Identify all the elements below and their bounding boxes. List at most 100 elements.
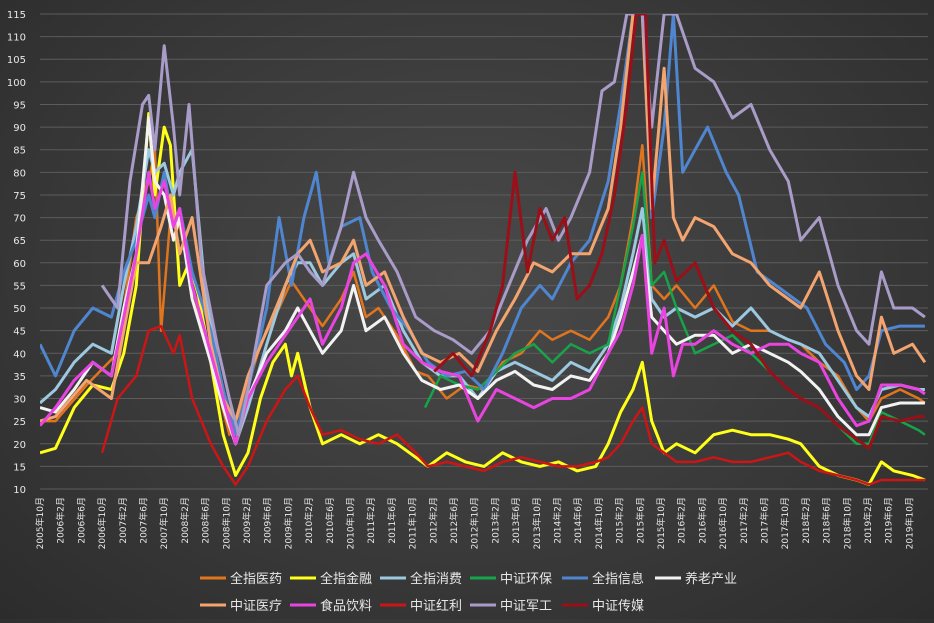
x-tick-label: 2018年6月 <box>821 497 833 544</box>
legend-item: 全指消费 <box>380 571 462 587</box>
x-tick-label: 2015年2月 <box>614 497 626 544</box>
legend-item: 食品饮料 <box>290 598 372 614</box>
legend-label: 全指消费 <box>410 571 462 587</box>
x-tick-label: 2009年6月 <box>262 497 274 544</box>
y-tick-label: 30 <box>13 395 26 406</box>
legend-item: 中证红利 <box>380 598 462 614</box>
legend-item: 养老产业 <box>655 571 737 587</box>
x-tick-label: 2012年2月 <box>427 497 439 544</box>
legend-label: 食品饮料 <box>320 598 372 614</box>
x-tick-label: 2006年10月 <box>96 497 108 549</box>
y-tick-label: 55 <box>13 281 26 292</box>
x-tick-label: 2017年2月 <box>738 497 750 544</box>
y-tick-label: 100 <box>7 78 26 89</box>
y-tick-label: 65 <box>13 236 26 247</box>
legend-label: 全指金融 <box>320 571 372 587</box>
x-tick-label: 2009年10月 <box>282 497 294 549</box>
x-tick-label: 2015年6月 <box>634 497 646 544</box>
x-axis: 2005年10月 2006年2月 2006年6月 2006年10月 2007年2月 200… <box>34 497 915 549</box>
y-tick-label: 115 <box>7 10 26 21</box>
y-tick-label: 15 <box>13 462 26 473</box>
series-line-7 <box>40 170 926 446</box>
y-tick-label: 20 <box>13 440 26 451</box>
legend-item: 全指医药 <box>200 571 282 587</box>
legend-label: 中证军工 <box>500 599 552 614</box>
y-tick-label: 45 <box>13 327 26 338</box>
x-tick-label: 2016年2月 <box>676 497 688 544</box>
y-tick-label: 60 <box>13 259 26 270</box>
x-tick-label: 2014年6月 <box>572 497 584 544</box>
legend-label: 中证医疗 <box>230 599 282 614</box>
y-tick-label: 90 <box>13 123 26 134</box>
series-line-8 <box>100 324 925 486</box>
y-tick-label: 110 <box>7 33 26 44</box>
x-tick-label: 2009年2月 <box>241 497 253 544</box>
legend-label: 全指信息 <box>592 571 644 587</box>
x-tick-label: 2007年6月 <box>137 497 149 544</box>
y-tick-label: 85 <box>13 146 26 157</box>
x-tick-label: 2019年2月 <box>862 497 874 544</box>
gridlines <box>40 13 928 490</box>
x-tick-label: 2016年6月 <box>696 497 708 544</box>
x-tick-label: 2017年6月 <box>758 497 770 544</box>
y-tick-label: 35 <box>13 372 26 383</box>
x-tick-label: 2007年2月 <box>117 497 129 544</box>
legend-item: 全指金融 <box>290 571 372 587</box>
x-tick-label: 2008年10月 <box>220 497 232 549</box>
y-tick-label: 25 <box>13 417 26 428</box>
x-tick-label: 2011年10月 <box>407 497 419 549</box>
x-tick-label: 2015年10月 <box>655 497 667 549</box>
series-line-6 <box>40 14 927 423</box>
x-tick-label: 2011年6月 <box>386 497 398 544</box>
series-line-9 <box>100 14 926 437</box>
legend-label: 中证红利 <box>410 598 462 614</box>
x-tick-label: 2005年10月 <box>34 497 46 549</box>
y-tick-label: 40 <box>13 349 26 360</box>
x-tick-label: 2019年10月 <box>903 497 915 549</box>
legend-item: 中证环保 <box>470 572 552 587</box>
x-tick-label: 2012年6月 <box>448 497 460 544</box>
x-tick-label: 2018年2月 <box>800 497 812 544</box>
y-tick-label: 10 <box>13 485 26 496</box>
x-tick-label: 2019年6月 <box>883 497 895 544</box>
y-tick-label: 70 <box>13 214 26 225</box>
x-tick-label: 2014年2月 <box>551 497 563 544</box>
series-lines <box>40 14 927 486</box>
x-tick-label: 2013年10月 <box>531 497 543 549</box>
series-line-3 <box>423 171 926 446</box>
x-tick-label: 2013年6月 <box>510 497 522 544</box>
y-tick-label: 105 <box>7 55 26 66</box>
x-tick-label: 2014年10月 <box>593 497 605 549</box>
series-line-1 <box>40 112 926 486</box>
x-tick-label: 2012年10月 <box>469 497 481 549</box>
y-tick-label: 75 <box>13 191 26 202</box>
legend-item: 中证传媒 <box>562 599 644 614</box>
x-tick-label: 2010年6月 <box>324 497 336 544</box>
x-tick-label: 2010年2月 <box>303 497 315 544</box>
y-tick-label: 80 <box>13 168 26 179</box>
legend-label: 全指医药 <box>230 571 282 587</box>
x-tick-label: 2008年6月 <box>200 497 212 544</box>
legend-item: 中证军工 <box>470 599 552 614</box>
series-line-10 <box>433 14 925 450</box>
y-tick-label: 50 <box>13 304 26 315</box>
legend-item: 全指信息 <box>562 571 644 587</box>
x-tick-label: 2018年10月 <box>841 497 853 549</box>
x-tick-label: 2006年2月 <box>55 497 67 544</box>
x-tick-label: 2011年2月 <box>365 497 377 544</box>
x-tick-label: 2016年10月 <box>717 497 729 549</box>
x-tick-label: 2008年2月 <box>179 497 191 544</box>
legend-label: 养老产业 <box>685 571 737 587</box>
y-tick-label: 95 <box>13 100 26 111</box>
x-tick-label: 2017年10月 <box>779 497 791 549</box>
y-axis: 10 15 20 25 30 35 40 45 50 55 60 65 70 75 80 85 90 95 100 1… <box>7 10 26 496</box>
x-tick-label: 2007年10月 <box>158 497 170 549</box>
x-tick-label: 2010年10月 <box>344 497 356 549</box>
series-line-5 <box>40 116 925 446</box>
x-tick-label: 2013年2月 <box>489 497 501 544</box>
legend-label: 中证环保 <box>500 572 552 587</box>
legend-label: 中证传媒 <box>592 599 644 614</box>
